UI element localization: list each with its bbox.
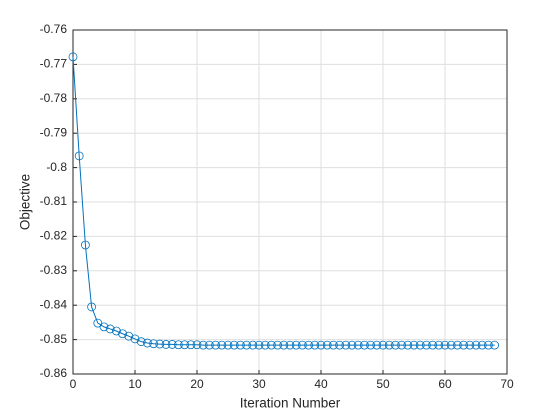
marker bbox=[211, 340, 221, 350]
marker bbox=[180, 340, 190, 350]
marker bbox=[99, 322, 109, 332]
marker bbox=[173, 340, 183, 350]
marker bbox=[390, 340, 400, 350]
y-tick-label: -0.78 bbox=[40, 91, 68, 105]
x-axis-label: Iteration Number bbox=[240, 396, 341, 411]
marker bbox=[359, 340, 369, 350]
marker bbox=[297, 340, 307, 350]
marker bbox=[136, 337, 146, 347]
marker bbox=[446, 340, 456, 350]
marker bbox=[81, 240, 90, 250]
y-tick-label: -0.77 bbox=[40, 57, 68, 71]
y-tick-label: -0.79 bbox=[40, 125, 68, 139]
marker bbox=[291, 340, 301, 350]
marker bbox=[68, 52, 78, 62]
x-tick-label: 0 bbox=[70, 377, 77, 391]
marker bbox=[335, 340, 345, 350]
x-tick-label: 60 bbox=[438, 377, 452, 391]
marker bbox=[130, 334, 140, 344]
marker bbox=[186, 340, 196, 350]
marker bbox=[372, 340, 382, 350]
marker bbox=[235, 340, 245, 350]
axes-box bbox=[72, 29, 508, 375]
x-tick-label: 70 bbox=[500, 377, 514, 391]
marker bbox=[149, 339, 159, 349]
y-tick-label: -0.85 bbox=[40, 332, 68, 346]
marker bbox=[328, 340, 338, 350]
marker bbox=[124, 331, 134, 341]
marker bbox=[452, 340, 462, 350]
y-tick-label: -0.83 bbox=[40, 263, 68, 277]
marker bbox=[142, 338, 152, 348]
marker bbox=[428, 340, 438, 350]
marker bbox=[440, 340, 450, 350]
marker bbox=[434, 340, 444, 350]
marker bbox=[192, 340, 202, 350]
marker bbox=[322, 340, 332, 350]
marker bbox=[341, 340, 351, 350]
marker bbox=[421, 340, 431, 350]
marker bbox=[161, 340, 171, 349]
marker bbox=[273, 340, 283, 350]
marker bbox=[310, 340, 320, 350]
marker bbox=[397, 340, 407, 350]
marker bbox=[477, 340, 487, 350]
y-tick-label: -0.8 bbox=[46, 160, 67, 174]
marker bbox=[465, 340, 475, 350]
marker bbox=[285, 340, 295, 350]
marker bbox=[87, 302, 96, 312]
marker bbox=[471, 340, 481, 350]
marker bbox=[304, 340, 314, 350]
marker bbox=[217, 340, 227, 350]
marker bbox=[112, 326, 121, 336]
x-tick-label: 50 bbox=[376, 377, 390, 391]
marker bbox=[409, 340, 419, 350]
marker bbox=[266, 340, 276, 350]
marker bbox=[223, 340, 233, 350]
marker bbox=[459, 340, 469, 350]
marker bbox=[105, 324, 115, 334]
marker bbox=[353, 340, 363, 350]
y-tick-label: -0.86 bbox=[40, 366, 68, 380]
marker bbox=[254, 340, 264, 350]
marker bbox=[483, 340, 493, 350]
y-axis-label: Objective bbox=[18, 174, 33, 230]
marker bbox=[316, 340, 326, 350]
marker bbox=[490, 340, 500, 350]
marker bbox=[260, 340, 270, 350]
marker bbox=[118, 329, 127, 339]
marker bbox=[384, 340, 394, 350]
y-tick-label: -0.76 bbox=[40, 22, 68, 36]
x-tick-label: 10 bbox=[128, 377, 142, 391]
marker bbox=[155, 339, 165, 349]
marker bbox=[74, 151, 84, 161]
x-tick-label: 40 bbox=[314, 377, 328, 391]
marker bbox=[242, 340, 252, 350]
y-tick-label: -0.81 bbox=[40, 194, 68, 208]
marker bbox=[415, 340, 425, 350]
marker bbox=[198, 340, 208, 350]
x-tick-label: 20 bbox=[190, 377, 204, 391]
marker bbox=[167, 340, 177, 349]
marker bbox=[279, 340, 289, 350]
y-tick-label: -0.82 bbox=[40, 229, 68, 243]
marker bbox=[204, 340, 214, 350]
marker bbox=[229, 340, 239, 350]
marker bbox=[248, 340, 258, 350]
y-tick-label: -0.84 bbox=[40, 297, 68, 311]
marker bbox=[347, 340, 357, 350]
marker bbox=[366, 340, 376, 350]
x-tick-label: 30 bbox=[252, 377, 266, 391]
marker bbox=[378, 340, 388, 350]
marker bbox=[403, 340, 413, 350]
